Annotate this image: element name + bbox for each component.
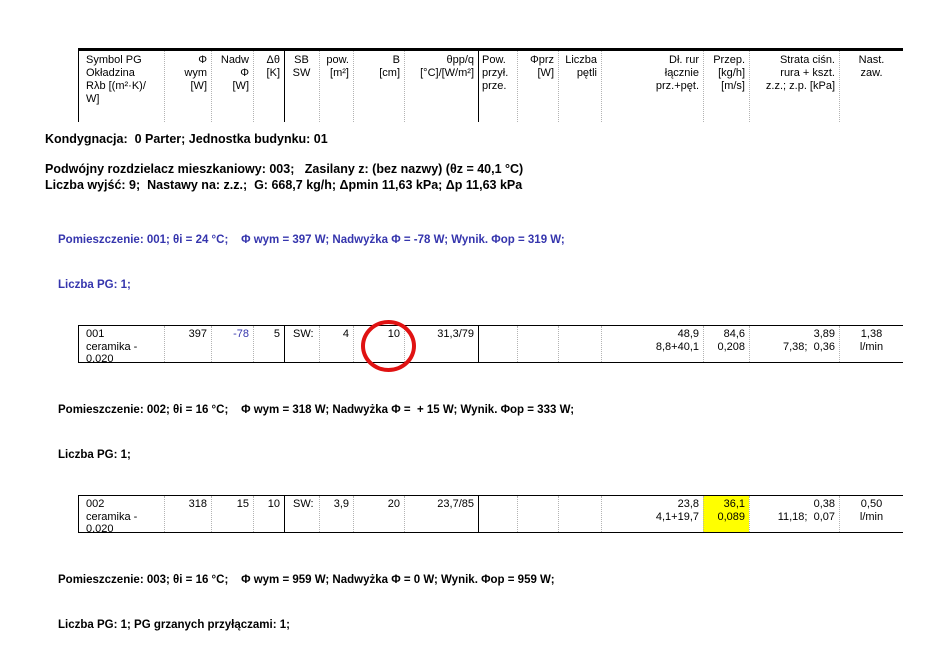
room-002-rows: 002 ceramika - 0,020 318 15 10 SW: 3,9 2… — [78, 495, 903, 533]
cell-dl-rur: 48,9 8,8+40,1 — [601, 326, 703, 362]
col-header-nadw: Nadw Φ [W] — [211, 51, 253, 122]
cell-przep-highlighted: 36,1 0,089 — [703, 496, 749, 532]
col-header-pow: pow. [m²] — [319, 51, 353, 122]
room-001-rows: 001 ceramika - 0,020 397 -78 5 SW: 4 10 … — [78, 320, 903, 372]
room-header-002: Pomieszczenie: 002; θi = 16 °C; Φ wym = … — [58, 373, 945, 493]
room-subtitle: Liczba PG: 1; — [58, 449, 131, 461]
storey-line: Kondygnacja: 0 Parter; Jednostka budynku… — [45, 132, 328, 146]
cell-liczba-petli — [558, 326, 601, 362]
cell-theta-pp-q: 31,3/79 — [404, 326, 478, 362]
cell-nadw: -78 — [211, 326, 253, 362]
table-header: Symbol PG Okładzina Rλb [(m²·K)/ W] Φ wy… — [78, 48, 903, 122]
cell-phi-wym: 318 — [164, 496, 211, 532]
col-header-b: B [cm] — [353, 51, 404, 122]
col-header-symbol: Symbol PG Okładzina Rλb [(m²·K)/ W] — [86, 54, 146, 105]
room-header-001: Pomieszczenie: 001; θi = 24 °C; Φ wym = … — [58, 203, 945, 323]
col-header-theta-pp-q: θpp/q [°C]/[W/m²] — [404, 51, 478, 122]
room-title: Pomieszczenie: 002; θi = 16 °C; Φ wym = … — [58, 404, 575, 416]
cell-pow: 3,9 — [319, 496, 353, 532]
cell-b: 20 — [353, 496, 404, 532]
col-header-strata-cisn: Strata ciśn. rura + kszt. z.z.; z.p. [kP… — [749, 51, 839, 122]
col-header-phi-prz: Φprz [W] — [517, 51, 558, 122]
cell-przep: 84,6 0,208 — [703, 326, 749, 362]
cell-delta-theta: 5 — [253, 326, 284, 362]
room-header-003: Pomieszczenie: 003; θi = 16 °C; Φ wym = … — [58, 543, 945, 662]
cell-phi-prz — [517, 326, 558, 362]
col-header-phi-wym: Φ wym [W] — [164, 51, 211, 122]
cell-strata-cisn: 0,38 11,18; 0,07 — [749, 496, 839, 532]
room-subtitle: Liczba PG: 1; PG grzanych przyłączami: 1… — [58, 619, 290, 631]
manifold-line-1: Podwójny rozdzielacz mieszkaniowy: 003; … — [45, 162, 524, 176]
cell-pow: 4 — [319, 326, 353, 362]
cell-delta-theta: 10 — [253, 496, 284, 532]
col-header-dl-rur: Dł. rur łącznie prz.+pęt. — [601, 51, 703, 122]
cell-dl-rur: 23,8 4,1+19,7 — [601, 496, 703, 532]
table-row: 002 ceramika - 0,020 318 15 10 SW: 3,9 2… — [78, 496, 903, 533]
manifold-line-2: Liczba wyjść: 9; Nastawy na: z.z.; G: 66… — [45, 178, 523, 192]
cell-symbol: 002 ceramika - 0,020 — [86, 498, 138, 532]
cell-phi-prz — [517, 496, 558, 532]
col-header-pow-przyl: Pow. przył. prze. — [478, 51, 517, 122]
cell-theta-pp-q: 23,7/85 — [404, 496, 478, 532]
room-title: Pomieszczenie: 001; θi = 24 °C; Φ wym = … — [58, 234, 565, 246]
col-header-przep: Przep. [kg/h] [m/s] — [703, 51, 749, 122]
col-header-liczba-petli: Liczba pętli — [558, 51, 601, 122]
cell-nast-zaw: 1,38 l/min — [839, 326, 904, 362]
col-header-delta-theta: Δθ [K] — [253, 51, 284, 122]
room-subtitle: Liczba PG: 1; — [58, 279, 131, 291]
cell-liczba-petli — [558, 496, 601, 532]
cell-sb-sw: SW: — [284, 496, 319, 532]
col-header-nast-zaw: Nast. zaw. — [839, 51, 904, 122]
table-row: 001 ceramika - 0,020 397 -78 5 SW: 4 10 … — [78, 326, 903, 363]
col-header-sb-sw: SB SW — [284, 51, 319, 122]
cell-symbol: 001 ceramika - 0,020 — [86, 328, 138, 362]
cell-b: 10 — [353, 326, 404, 362]
cell-nadw: 15 — [211, 496, 253, 532]
cell-nast-zaw: 0,50 l/min — [839, 496, 904, 532]
cell-strata-cisn: 3,89 7,38; 0,36 — [749, 326, 839, 362]
room-title: Pomieszczenie: 003; θi = 16 °C; Φ wym = … — [58, 574, 555, 586]
cell-sb-sw: SW: — [284, 326, 319, 362]
cell-pow-przyl — [478, 496, 517, 532]
cell-phi-wym: 397 — [164, 326, 211, 362]
cell-pow-przyl — [478, 326, 517, 362]
